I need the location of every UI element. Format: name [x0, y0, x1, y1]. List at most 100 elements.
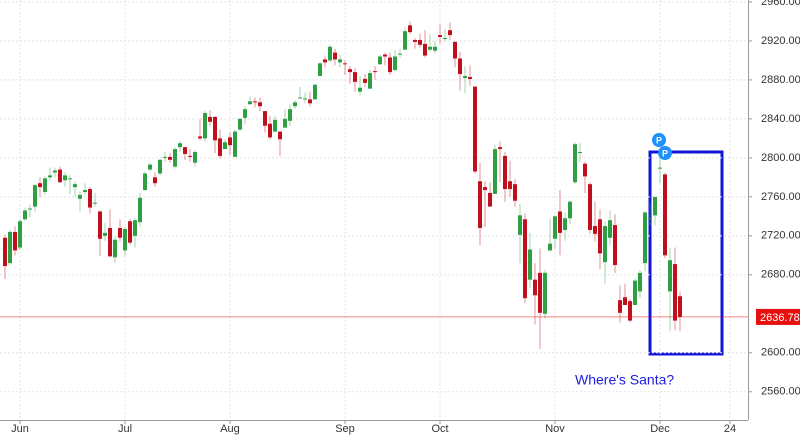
candle-body — [103, 232, 107, 236]
candle-body — [73, 184, 77, 188]
candle-body — [248, 101, 252, 105]
candle-body — [363, 78, 367, 83]
candle-body — [333, 52, 337, 60]
candle-body — [118, 228, 122, 238]
candle-body — [78, 194, 82, 199]
candle-body — [343, 63, 347, 65]
candle-body — [28, 208, 32, 210]
y-tick-label: 2600.00 — [761, 347, 800, 359]
candle-body — [498, 147, 502, 150]
candle-body — [348, 69, 352, 73]
candle-body — [383, 54, 387, 57]
candle-body — [83, 190, 87, 192]
candle-body — [483, 187, 487, 191]
candle-body — [3, 237, 7, 267]
x-tick-label: Jul — [118, 423, 132, 435]
y-tick-label: 2800.00 — [761, 152, 800, 164]
candle-body — [378, 56, 382, 65]
candle-body — [223, 142, 227, 150]
candle-body — [328, 46, 332, 61]
x-tick-label: 24 — [724, 423, 736, 435]
event-marker-label: P — [662, 148, 668, 158]
y-tick-label: 2960.00 — [761, 0, 800, 8]
candle-body — [538, 272, 542, 313]
y-tick-label: 2560.00 — [761, 386, 800, 398]
candle-body — [193, 152, 197, 163]
candle-body — [123, 229, 127, 251]
candle-body — [608, 220, 612, 238]
candle-body — [198, 136, 202, 139]
x-tick-label: Dec — [650, 423, 670, 435]
candle-body — [158, 159, 162, 174]
candle-body — [98, 211, 102, 239]
candle-body — [58, 169, 62, 183]
candle-body — [403, 31, 407, 50]
candle-body — [138, 197, 142, 223]
candle-body — [258, 102, 262, 107]
candle-body — [463, 76, 467, 78]
candle-body — [428, 46, 432, 50]
event-marker — [652, 133, 666, 147]
candle-body — [643, 212, 647, 264]
x-tick-label: Oct — [431, 423, 448, 435]
candle-body — [308, 99, 312, 104]
candle-body — [453, 41, 457, 59]
candle-body — [373, 71, 377, 73]
candle-body — [468, 76, 472, 79]
y-tick-label: 2880.00 — [761, 74, 800, 86]
candle-body — [653, 196, 657, 216]
candle-body — [503, 155, 507, 190]
candle-body — [678, 296, 682, 317]
candle-body — [133, 220, 137, 236]
highlight-box — [648, 150, 724, 356]
candle-body — [313, 84, 317, 100]
candle-body — [353, 72, 357, 82]
candle-body — [448, 30, 452, 36]
annotation: Where's Santa? — [575, 372, 674, 388]
candle-body — [588, 184, 592, 230]
candle-body — [188, 155, 192, 157]
candle-body — [508, 181, 512, 190]
candle-body — [623, 297, 627, 306]
candle-body — [53, 170, 57, 173]
candle-body — [633, 280, 637, 306]
candle-body — [283, 118, 287, 128]
candle-body — [663, 174, 667, 256]
event-marker — [658, 146, 672, 160]
candle-body — [668, 260, 672, 292]
candle-body — [268, 123, 272, 138]
candle-body — [543, 272, 547, 314]
y-tick-label: 2680.00 — [761, 269, 800, 281]
candle-body — [438, 35, 442, 38]
candle-body — [458, 58, 462, 75]
candle-body — [533, 279, 537, 296]
candle-body — [368, 73, 372, 89]
candle-body — [13, 231, 17, 251]
candle-body — [113, 239, 117, 258]
candle-body — [358, 87, 362, 92]
candle-body — [233, 131, 237, 157]
candle-body — [273, 119, 277, 132]
candle-body — [598, 219, 602, 254]
candle-body — [88, 189, 92, 208]
candle-body — [218, 138, 222, 156]
candle-body — [213, 116, 217, 141]
candle-body — [38, 183, 42, 188]
candle-body — [148, 164, 152, 170]
candle-body — [618, 300, 622, 313]
x-tick-label: Nov — [545, 423, 565, 435]
candle-body — [318, 63, 322, 77]
candle-body — [168, 156, 172, 160]
candle-body — [18, 221, 22, 248]
candle-body — [423, 43, 427, 56]
last-price-label: 2636.78 — [760, 312, 800, 324]
candle-body — [108, 228, 112, 257]
candle-body — [253, 101, 257, 103]
candle-body — [488, 192, 492, 207]
candle-body — [648, 218, 652, 220]
candle-body — [563, 218, 567, 230]
candle-body — [418, 39, 422, 45]
candle-body — [398, 53, 402, 55]
